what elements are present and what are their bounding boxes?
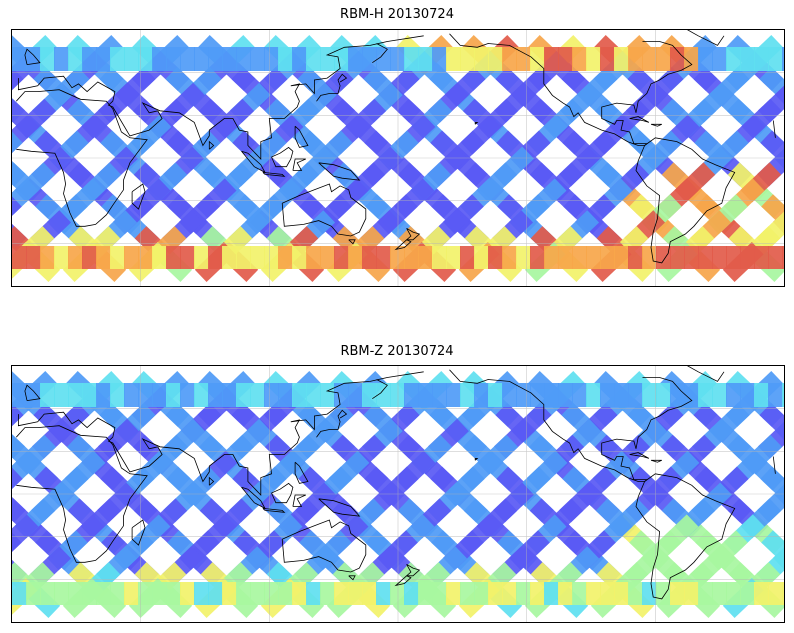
rbm-h-map-canvas	[12, 30, 784, 286]
map-graticule	[12, 30, 784, 286]
map-panel-rbm-h	[11, 29, 785, 287]
map-panel-rbm-z	[11, 365, 785, 623]
map-graticule	[12, 366, 784, 622]
panel-title-rbm-h: RBM-H 20130724	[340, 7, 454, 22]
satellite-swaths	[12, 34, 784, 283]
coastlines	[16, 30, 776, 264]
rbm-z-map-canvas	[12, 366, 784, 622]
satellite-swaths	[12, 370, 784, 619]
panel-title-rbm-z: RBM-Z 20130724	[340, 344, 454, 359]
coastlines	[16, 366, 776, 600]
